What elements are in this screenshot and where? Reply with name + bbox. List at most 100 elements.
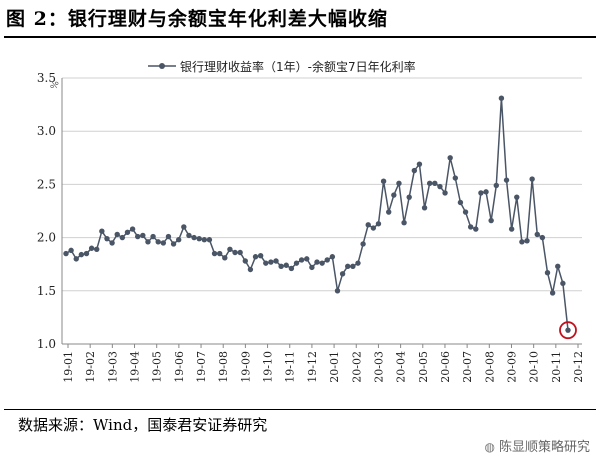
data-point: [298, 257, 305, 263]
data-point: [119, 234, 126, 241]
x-tick-label: 19-06: [173, 351, 186, 383]
data-point: [104, 235, 110, 242]
data-point: [416, 161, 423, 167]
data-point: [406, 194, 412, 200]
series-layer: [63, 95, 571, 333]
data-point: [462, 209, 469, 215]
data-point: [155, 239, 161, 245]
data-point: [283, 262, 289, 268]
data-point: [222, 255, 228, 261]
data-point: [227, 246, 233, 252]
legend-label: 银行理财收益率（1年）-余额宝7日年化利率: [180, 59, 416, 74]
y-tick-label: 1.5: [37, 284, 56, 298]
data-point: [99, 228, 105, 234]
data-point: [560, 280, 566, 287]
gridlines: [62, 77, 582, 292]
data-point: [524, 238, 530, 244]
data-point: [309, 264, 315, 271]
data-point: [426, 180, 433, 187]
data-point: [114, 231, 120, 238]
data-point: [242, 258, 248, 264]
y-tick-label: 2.0: [37, 231, 56, 245]
data-point: [78, 251, 85, 258]
data-point: [216, 250, 223, 257]
data-point: [514, 194, 520, 200]
data-point: [483, 189, 489, 195]
data-point: [396, 180, 402, 187]
x-tick-label: 20-07: [461, 351, 474, 383]
data-point: [365, 222, 371, 228]
x-tick-label: 20-01: [328, 351, 341, 383]
wechat-icon: ◍: [484, 440, 495, 454]
data-point: [442, 190, 448, 196]
data-point: [493, 182, 499, 189]
data-point: [488, 217, 494, 224]
source-note: 数据来源：Wind，国泰君安证券研究: [18, 416, 268, 434]
data-point: [211, 250, 218, 257]
series-line: [65, 97, 569, 331]
x-tick-label: 20-04: [395, 351, 408, 383]
x-tick-label: 19-01: [62, 351, 75, 383]
x-tick-label: 20-05: [417, 351, 430, 383]
y-tick-label: 3.5: [37, 71, 56, 85]
data-point: [247, 266, 254, 273]
data-point: [175, 237, 182, 243]
data-point: [288, 265, 295, 272]
data-point: [170, 241, 177, 247]
data-point: [467, 224, 474, 230]
data-point: [421, 205, 428, 211]
data-point: [150, 233, 156, 240]
watermark: ◍ 陈显顺策略研究: [485, 436, 591, 458]
title-divider: [4, 36, 596, 38]
data-point: [319, 260, 325, 266]
data-point: [447, 155, 453, 161]
data-point: [386, 209, 392, 215]
data-point: [437, 183, 443, 190]
watermark-text: 陈显顺策略研究: [498, 440, 590, 455]
data-point: [273, 258, 279, 264]
x-tick-label: 20-12: [572, 351, 585, 383]
data-point: [339, 271, 346, 277]
x-tick-label: 20-06: [439, 351, 452, 383]
data-point: [237, 249, 243, 256]
data-point: [324, 257, 330, 263]
data-point: [498, 95, 505, 101]
data-point: [452, 175, 459, 181]
data-point: [401, 220, 407, 226]
data-point: [109, 240, 115, 246]
x-tick-label: 20-03: [372, 351, 385, 383]
axes: [61, 78, 582, 345]
line-chart: 1.01.52.02.53.03.5 19-01 19-02 19-03 19-04 1…: [37, 59, 585, 383]
data-point: [124, 229, 131, 235]
data-point: [129, 226, 136, 232]
data-point: [478, 190, 484, 196]
data-point: [293, 260, 300, 266]
data-point: [508, 226, 515, 232]
x-tick-label: 19-04: [129, 351, 142, 383]
data-point: [457, 199, 464, 206]
data-point: [519, 239, 525, 245]
data-point: [380, 178, 387, 184]
data-point: [257, 252, 264, 259]
x-tick-label: 19-07: [195, 351, 208, 383]
data-point: [304, 256, 310, 262]
x-tick-label: 20-09: [505, 351, 518, 383]
data-point: [278, 263, 284, 270]
data-point: [360, 241, 366, 247]
data-point: [63, 250, 69, 257]
figure-title: 图 2：银行理财与余额宝年化利差大幅收缩: [6, 8, 388, 30]
data-point: [411, 167, 418, 174]
x-tick-label: 19-05: [151, 351, 164, 383]
latest-point-highlight-ring: [559, 321, 577, 340]
data-point: [503, 177, 510, 183]
data-point: [140, 232, 146, 239]
data-point: [375, 221, 382, 227]
data-point: [201, 237, 208, 243]
data-point: [355, 260, 361, 266]
data-point: [83, 250, 90, 257]
legend: 银行理财收益率（1年）-余额宝7日年化利率: [148, 59, 416, 74]
x-tick-label: 20-02: [350, 351, 363, 383]
x-tick-label: 19-11: [284, 351, 297, 383]
x-tick-label: 19-02: [84, 351, 97, 383]
data-point: [268, 259, 274, 265]
